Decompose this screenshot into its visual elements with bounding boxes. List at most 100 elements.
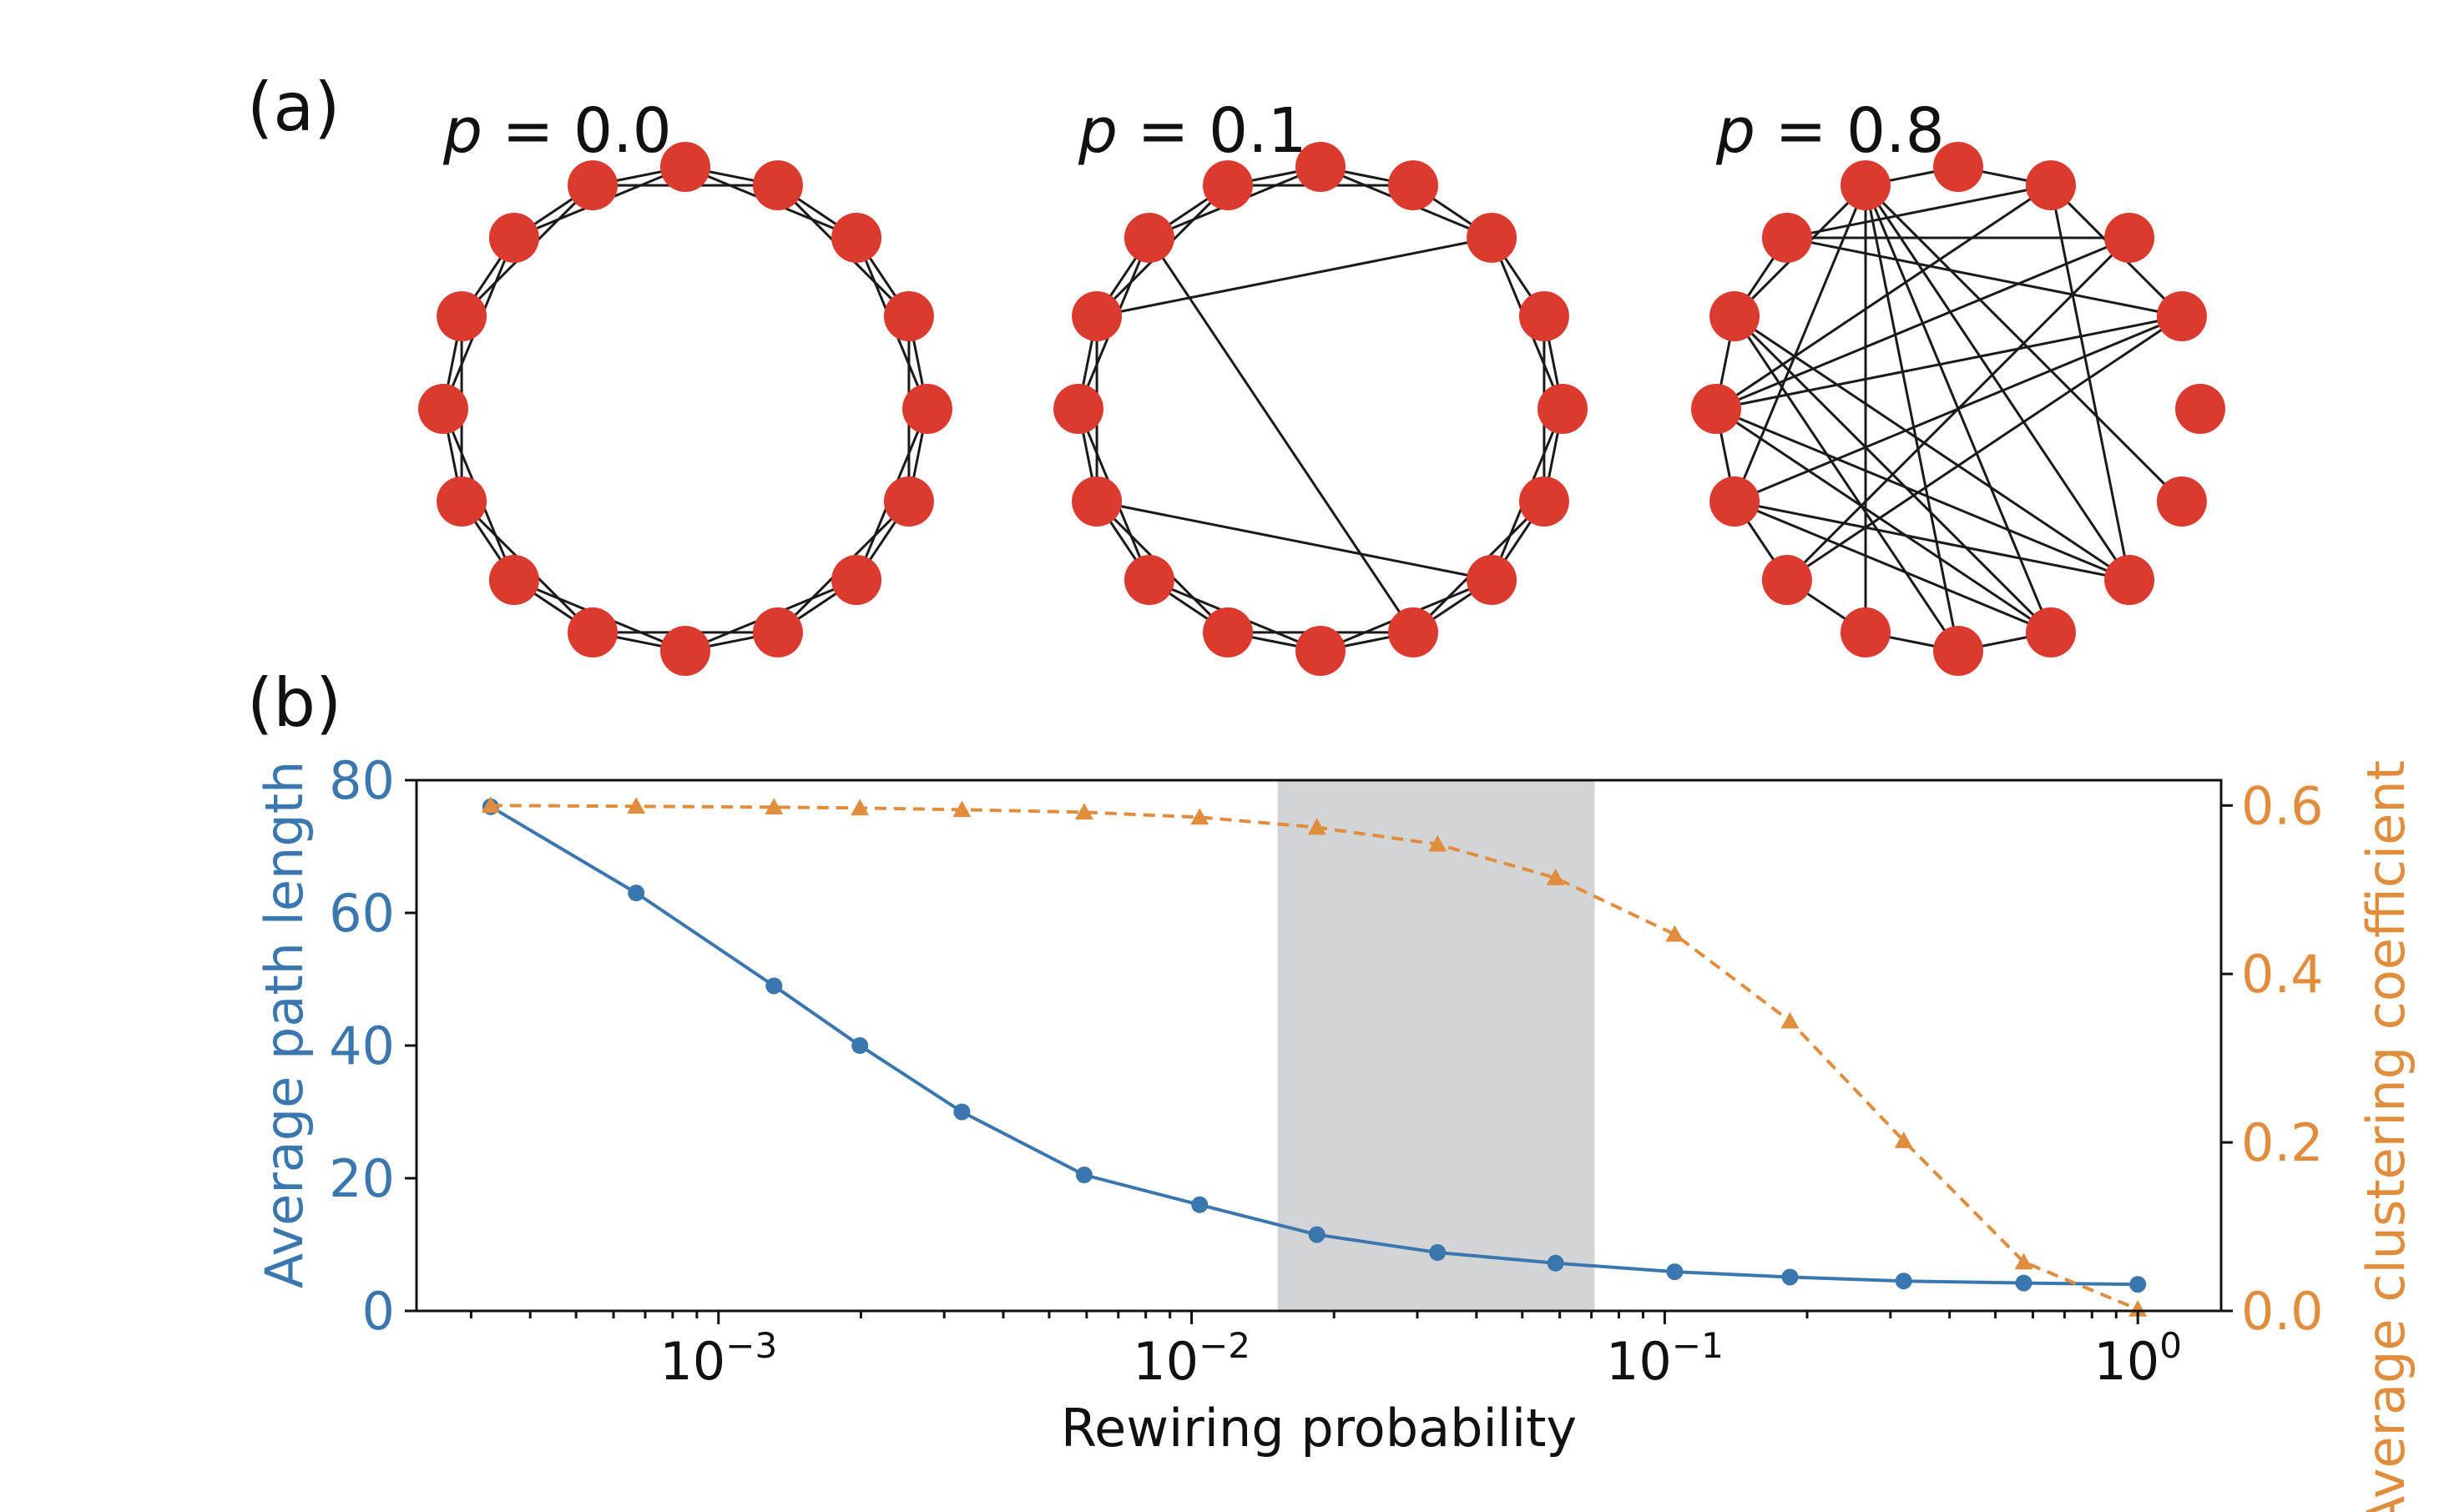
data-point [851,1037,869,1054]
network-node [418,384,468,434]
network-node [1933,626,1983,676]
network-node [1295,142,1346,192]
network-node [1691,384,1741,434]
network-node [1203,607,1254,658]
network-node [1538,384,1588,434]
network-1: p = 0.1 [1053,95,1588,676]
network-edge [1785,236,2131,582]
x-tick-label: 10−3 [659,1325,777,1392]
network-edge [1096,236,1492,318]
panel-b-label: (b) [247,664,341,742]
network-node [1072,291,1123,342]
y-right-tick-label: 0.6 [2241,775,2324,836]
network-edge [1786,315,2183,582]
network-edge [1715,407,2130,582]
network-node [1467,555,1517,606]
network-node [1841,160,1891,211]
network-node [883,291,934,342]
data-point [1546,869,1565,885]
network-node [2156,291,2207,342]
network-node [660,142,710,192]
network-node [1124,212,1174,263]
network-node [568,160,619,211]
network-edge [2049,184,2131,581]
y-right-axis-title: Average clustering coefficient [2356,760,2416,1512]
line-chart: 10−3 10−2 10−1 100 0 20 40 60 80 0.0 0.2 0.4 0.6 R… [254,750,2416,1512]
network-node [1518,476,1569,527]
data-point [765,977,783,995]
data-point [2128,1299,2148,1317]
network-edge [1715,315,2183,411]
network-edge [1096,500,1492,582]
data-point [481,796,500,814]
network-0: p = 0.0 [418,95,952,676]
data-point [1666,1263,1684,1281]
y-left-tick-label: 60 [329,883,395,944]
data-point [1894,1131,1913,1148]
data-point [628,885,645,902]
network-edge [1715,184,2052,411]
y-left-tick-label: 80 [329,750,395,811]
data-point [1428,834,1447,852]
data-point [953,1103,971,1121]
network-edge [1786,184,2052,239]
network-title: p = 0.8 [1715,95,1945,167]
network-node [2104,555,2155,606]
data-point [851,799,870,816]
data-point [1781,1268,1799,1286]
x-axis-title: Rewiring probability [1061,1398,1577,1459]
network-title: p = 0.0 [442,95,672,167]
network-node [1933,142,1983,192]
network-edge [1733,184,1867,502]
data-point [1895,1273,1912,1290]
network-edge [1864,184,2183,503]
x-tick-label: 10−1 [1606,1325,1724,1392]
network-node [568,607,619,658]
y-left-tick-label: 20 [329,1148,395,1209]
series-layer [481,796,2148,1317]
y-left-tick-label: 40 [329,1016,395,1076]
network-node [752,607,803,658]
data-point [1190,808,1209,825]
network-node [1295,626,1346,676]
network-2: p = 0.8 [1691,95,2225,676]
network-node [1761,212,1812,263]
network-node [660,626,710,676]
data-point [2015,1274,2032,1292]
network-node [752,160,803,211]
y-left-tick-label: 0 [362,1281,395,1342]
network-edge [1148,237,1415,633]
data-point [1429,1244,1447,1262]
data-point [1665,925,1684,942]
network-title: p = 0.1 [1078,95,1307,167]
network-node [1387,607,1438,658]
data-point [1308,1226,1325,1243]
data-point [627,797,646,814]
network-node [1053,384,1103,434]
network-node [2025,160,2076,211]
network-edge [1786,236,2183,318]
network-node [1709,291,1760,342]
y-left-axis: 0 20 40 60 80 [329,750,417,1342]
data-point [1307,818,1326,835]
y-right-tick-label: 0.2 [2241,1112,2324,1173]
network-edge [1734,315,2130,582]
data-point [1074,803,1093,820]
network-node [2156,476,2207,527]
network-node [2025,607,2076,658]
network-node [1203,160,1254,211]
network-node [831,555,882,606]
data-point [952,800,972,818]
y-right-tick-label: 0.0 [2241,1281,2324,1342]
network-node [1761,555,1812,606]
data-point [2014,1252,2033,1270]
network-node [2104,212,2155,263]
network-node [902,384,952,434]
panel-a-label: (a) [247,68,340,146]
y-right-tick-label: 0.4 [2241,944,2324,1005]
network-node [1124,555,1174,606]
network-node [437,291,487,342]
network-edge [1734,500,2052,634]
data-point [765,798,784,815]
